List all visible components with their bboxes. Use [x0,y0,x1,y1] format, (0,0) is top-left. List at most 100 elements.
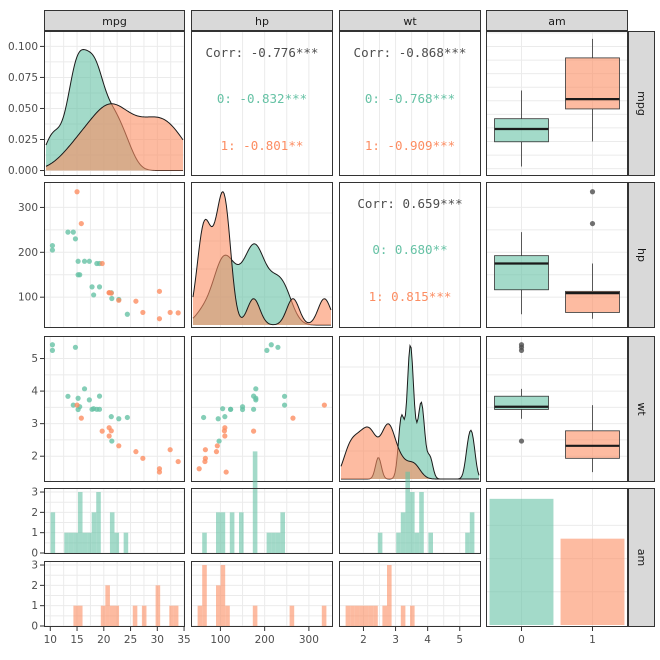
scatter-point-g0 [216,438,222,444]
hist-bar [359,605,364,626]
density-area-g1 [341,423,479,479]
panel-background [191,336,333,482]
scatter-point-g0 [96,406,103,412]
y-axis-density: 0.000 0.025 0.050 0.075 0.100 [8,41,44,177]
hist-bar [382,605,387,626]
x-axis-mpg: 10 15 20 25 30 35 [44,627,191,646]
y-tick-label: 5 [31,353,38,365]
scatter-point-g1 [213,449,220,455]
corr-group1-label: 1: -0.801** [221,138,304,153]
y-tick-label: 1 [31,527,38,539]
scatter-point-g0 [96,393,103,399]
density-hp [191,182,333,328]
hist-bar [396,532,401,553]
scatter-point-g0 [89,284,95,290]
strip-top-mpg: mpg [44,10,185,31]
hist-bar [64,532,69,553]
boxplot-g0 [494,90,549,167]
strip-label: hp [255,15,269,28]
hist-bar [266,532,272,553]
scatter-point-g1 [156,469,163,475]
hist-bar [271,532,276,553]
outlier-point [589,220,596,227]
box [565,290,620,313]
strip-label: am [635,549,648,566]
boxplot-hp [486,182,628,328]
histogram-mpg-g0 [44,488,185,554]
scatter-point-g1 [175,310,181,316]
panel-background [191,561,333,627]
scatter-point-g0 [227,406,234,412]
scatter-point-g1 [106,433,112,439]
hist-bar [400,605,406,626]
scatter-point-g0 [239,406,246,413]
y-tick-label: 2 [31,451,38,463]
hist-bar [345,605,351,626]
hist-bar [414,532,420,553]
corr-overall-label: Corr: 0.659*** [357,196,462,211]
panel-border [44,336,185,482]
scatter-point-g0 [70,229,76,235]
panel-border [486,488,628,627]
x-axis-wt: 2 3 4 5 [360,627,463,646]
hist-bar [419,492,424,553]
strip-box [486,10,628,31]
scatter-point-g0 [281,393,288,399]
x-tick-label: 1 [589,634,596,646]
strip-box [44,10,185,31]
scatter-point-g1 [156,288,163,294]
strip-label: am [548,15,565,28]
y-tick-label: 200 [18,247,38,259]
hist-bar [202,565,207,626]
strip-label: mpg [635,91,648,116]
y-tick-label: 4 [31,386,38,398]
scatter-point-g1 [78,220,84,227]
y-axis-count-g0: 0 1 2 3 [31,487,44,560]
panel-background [339,31,481,176]
corr-group1-label: 1: -0.909*** [365,138,455,153]
scatter-point-g0 [109,438,115,444]
y-tick-label: 2 [31,580,38,592]
hist-bar [216,585,221,626]
scatter-point-g0 [275,344,281,350]
scatter-point-g0 [65,393,71,399]
hist-bar [410,605,415,626]
y-tick-label: 0.075 [8,72,38,84]
hist-bar [91,512,97,553]
x-tick-label: 3 [392,634,399,646]
x-tick-label: 10 [44,634,57,646]
scatter-point-g0 [116,416,122,422]
hist-bar [82,532,88,553]
y-tick-label: 1 [31,600,38,612]
scatter-point-g0 [250,406,257,412]
hist-bar [252,451,258,553]
scatter-point-g1 [321,402,327,408]
axis-layer: 0.0000.0250.0500.0750.100100200300234501… [8,41,596,646]
scatter-point-g1 [133,449,139,455]
scatter-point-g0 [49,247,56,253]
scatter-hp-wt [191,336,333,482]
scatter-point-g1 [74,402,80,408]
panel-background [191,488,333,554]
hist-bar [105,585,110,626]
strip-box [628,336,655,482]
hist-bar [289,605,295,626]
histogram-wt-g1 [339,561,481,627]
hist-bar [173,605,179,626]
panel-border [191,31,333,176]
outlier-point [518,342,525,348]
scatter-point-g1 [221,428,228,434]
scatter-point-g0 [96,284,103,290]
y-axis-hp: 100 200 300 [18,202,44,304]
scatter-point-g0 [86,258,92,264]
corr-overall-label: Corr: -0.776*** [206,45,319,60]
boxplot-mpg [486,31,628,176]
boxplot-wt [486,336,628,482]
y-axis-wt: 2 3 4 5 [31,353,44,463]
strip-top-am: am [486,10,628,31]
y-axis-count-g1: 0 1 2 3 [31,560,44,633]
hist-bar [252,605,258,626]
histogram-mpg-g1 [44,561,185,627]
scatter-point-g0 [72,344,79,350]
